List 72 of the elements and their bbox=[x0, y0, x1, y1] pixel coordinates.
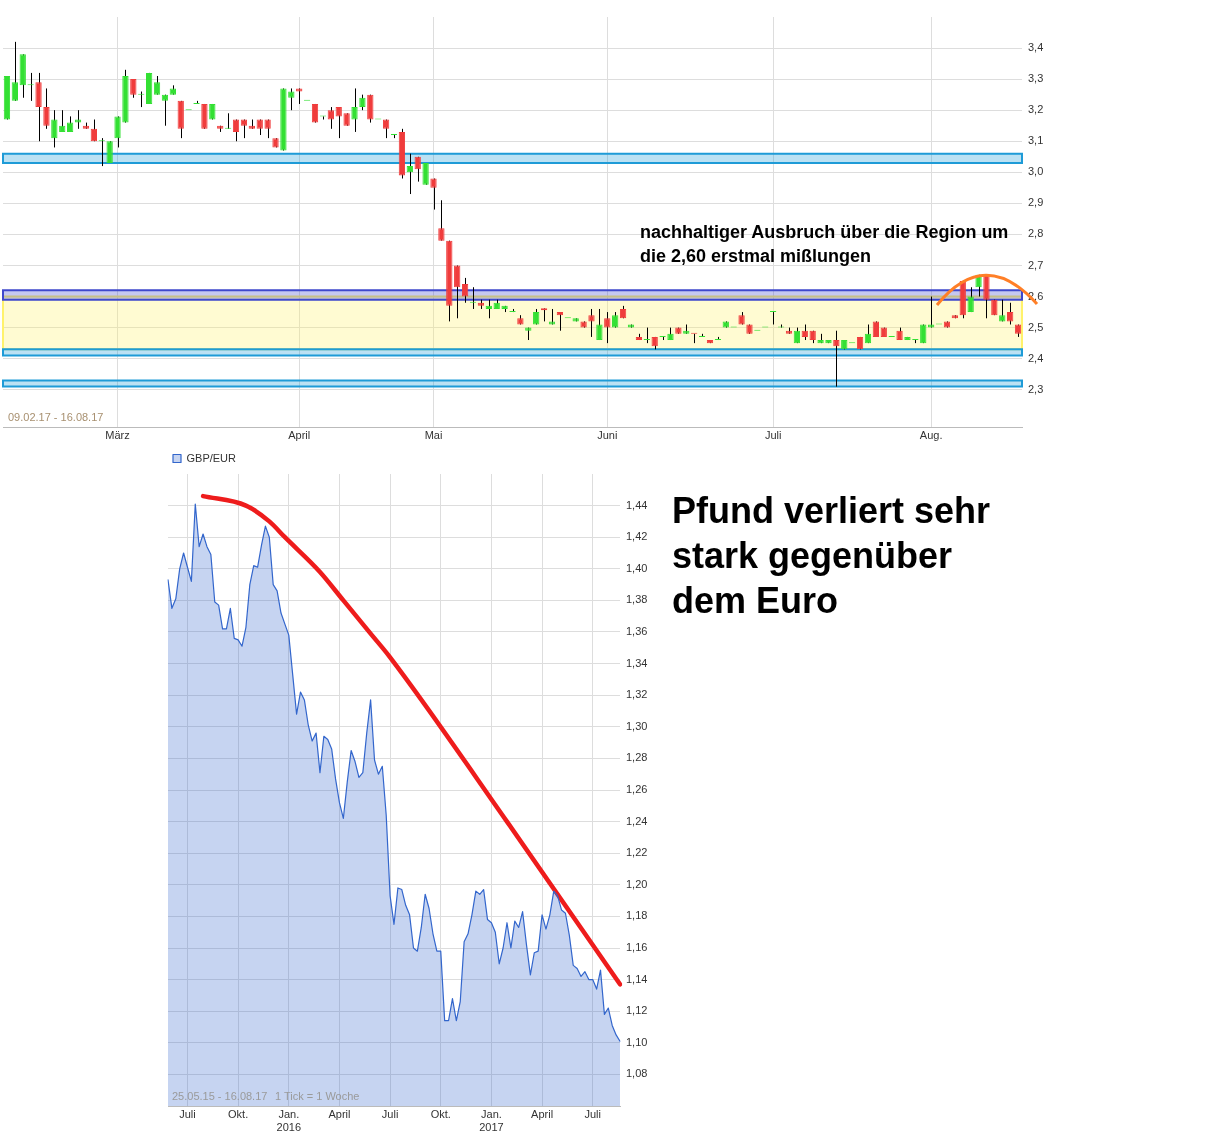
y-tick-label: 1,32 bbox=[626, 688, 648, 701]
candlestick bbox=[327, 106, 334, 130]
y-tick-label: 1,22 bbox=[626, 846, 648, 859]
y-tick-label: 2,8 bbox=[1028, 227, 1044, 240]
y-tick-label: 1,24 bbox=[626, 814, 648, 827]
y-tick-label: 1,40 bbox=[626, 561, 648, 574]
candlestick bbox=[351, 87, 358, 133]
x-tick-label: April bbox=[288, 428, 311, 441]
y-tick-label: 1,16 bbox=[626, 941, 648, 954]
candlestick bbox=[430, 178, 437, 211]
y-tick-label: 2,7 bbox=[1028, 258, 1044, 271]
x-tick-label: März bbox=[105, 428, 130, 441]
y-tick-label: 1,38 bbox=[626, 593, 648, 606]
y-tick-label: 1,30 bbox=[626, 719, 648, 732]
y-tick-label: 3,4 bbox=[1028, 41, 1044, 54]
candlestick bbox=[438, 199, 445, 242]
candlestick bbox=[588, 308, 595, 338]
candlestick bbox=[454, 264, 461, 319]
candlestick bbox=[596, 308, 603, 341]
annotation: nachhaltiger Ausbruch über die Region um die 2,60 erstmal mißlungen bbox=[640, 221, 1010, 268]
x-tick-label: April bbox=[328, 1107, 351, 1120]
candlestick bbox=[35, 72, 42, 142]
x-tick-label: Juli bbox=[179, 1107, 196, 1120]
x-tick-label: Juli bbox=[381, 1107, 399, 1120]
candlestick bbox=[833, 330, 840, 388]
candlestick bbox=[461, 277, 469, 304]
candlestick bbox=[43, 87, 50, 130]
candlestick bbox=[114, 115, 121, 148]
candlestick bbox=[130, 78, 137, 99]
x-tick-label: Aug. bbox=[919, 428, 943, 441]
x-tick-label: April bbox=[531, 1107, 554, 1120]
x-tick-label: Okt. bbox=[228, 1107, 249, 1120]
y-tick-label: 3,1 bbox=[1028, 134, 1044, 147]
candlestick bbox=[367, 94, 374, 124]
y-tick-label: 1,34 bbox=[626, 656, 648, 669]
y-tick-label: 1,42 bbox=[626, 530, 648, 543]
x-tick-label: Juli bbox=[584, 1107, 601, 1120]
annotation: 1 Tick = 1 Woche bbox=[275, 1089, 361, 1103]
candlestick bbox=[983, 274, 990, 319]
y-tick-label: 1,10 bbox=[626, 1035, 648, 1048]
y-tick-label: 1,36 bbox=[626, 625, 648, 638]
y-tick-label: 2,4 bbox=[1028, 351, 1044, 364]
y-tick-label: 1,12 bbox=[626, 1004, 648, 1017]
y-tick-label: 3,0 bbox=[1028, 165, 1044, 178]
y-tick-label: 1,44 bbox=[626, 498, 648, 511]
annotation: 09.02.17 - 16.08.17 bbox=[8, 410, 105, 424]
y-tick-label: 2,9 bbox=[1028, 196, 1044, 209]
candlestick bbox=[604, 311, 611, 344]
y-tick-label: 1,26 bbox=[626, 783, 648, 796]
y-tick-label: 1,20 bbox=[626, 877, 648, 890]
legend-label: GBP/EUR bbox=[186, 451, 237, 464]
candlestick bbox=[51, 109, 58, 148]
x-tick-label: Okt. bbox=[430, 1107, 451, 1120]
candlestick bbox=[390, 134, 398, 139]
candlestick bbox=[967, 286, 974, 313]
y-tick-label: 2,3 bbox=[1028, 382, 1044, 395]
x-tick-label: Juni bbox=[597, 428, 618, 441]
candlestick bbox=[11, 41, 19, 102]
x-tick-label: Jan. 2016 bbox=[276, 1107, 302, 1133]
y-tick-label: 3,3 bbox=[1028, 72, 1044, 85]
x-tick-label: Jan. 2017 bbox=[479, 1107, 504, 1133]
annotation: 25.05.15 - 16.08.17 bbox=[172, 1090, 268, 1102]
y-tick-label: 1,08 bbox=[626, 1067, 648, 1080]
y-tick-label: 2,5 bbox=[1028, 320, 1044, 333]
x-tick-label: Mai bbox=[424, 428, 443, 441]
x-tick-label: Juli bbox=[764, 428, 782, 441]
y-tick-label: 3,2 bbox=[1028, 103, 1044, 116]
y-tick-label: 1,28 bbox=[626, 751, 648, 764]
line-series bbox=[200, 493, 623, 987]
y-tick-label: 1,18 bbox=[626, 909, 648, 922]
text: Pfund verliert sehr stark gegenüber dem Euro bbox=[672, 489, 992, 623]
y-tick-label: 1,14 bbox=[626, 972, 648, 985]
